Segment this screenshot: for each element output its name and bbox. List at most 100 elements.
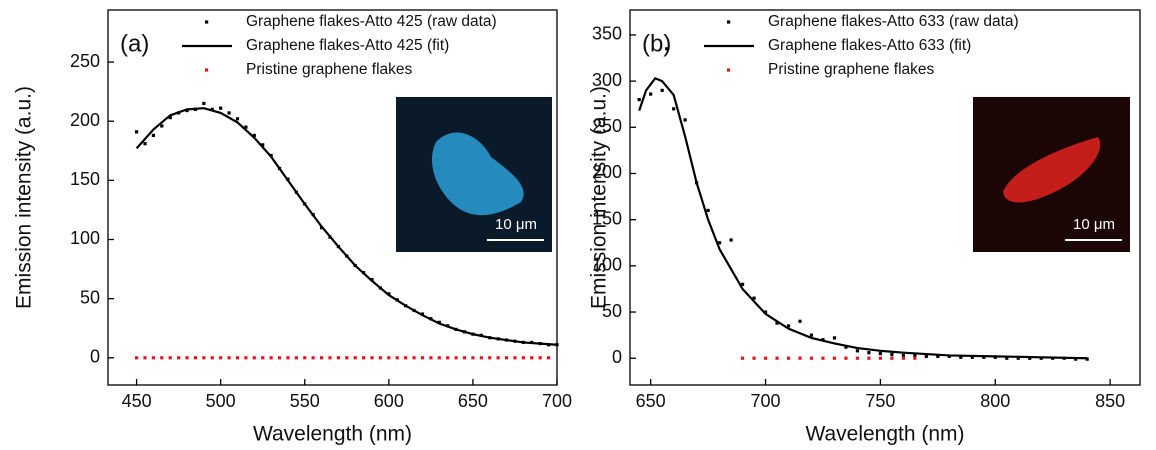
- legend-label: Graphene flakes-Atto 633 (fit): [768, 37, 971, 54]
- data-point: [177, 356, 180, 359]
- data-point: [522, 356, 525, 359]
- data-point: [244, 356, 247, 359]
- panel-label: (b): [642, 30, 671, 57]
- data-point: [160, 124, 163, 127]
- data-point: [227, 111, 230, 114]
- data-point: [261, 356, 264, 359]
- data-point: [539, 356, 542, 359]
- data-point: [902, 354, 905, 357]
- data-point: [169, 356, 172, 359]
- y-tick-label: 0: [90, 347, 100, 367]
- data-point: [143, 356, 146, 359]
- x-axis-label: Wavelength (nm): [253, 423, 412, 446]
- data-point: [752, 357, 755, 360]
- data-point: [505, 356, 508, 359]
- data-point: [135, 130, 138, 133]
- data-point: [345, 356, 348, 359]
- x-tick-label: 750: [865, 391, 895, 411]
- data-point: [429, 356, 432, 359]
- data-point: [798, 357, 801, 360]
- data-point: [202, 356, 205, 359]
- data-point: [833, 357, 836, 360]
- x-axis-label: Wavelength (nm): [805, 423, 964, 446]
- data-point: [404, 356, 407, 359]
- data-point: [270, 356, 273, 359]
- data-point: [320, 356, 323, 359]
- data-point: [890, 357, 893, 360]
- data-point: [463, 356, 466, 359]
- panel-label: (a): [120, 30, 149, 57]
- data-point: [396, 356, 399, 359]
- data-point: [547, 356, 550, 359]
- data-point: [775, 357, 778, 360]
- data-point: [844, 357, 847, 360]
- scale-bar-label: 10 μm: [495, 216, 537, 233]
- data-point: [925, 355, 928, 358]
- legend-label: Pristine graphene flakes: [246, 61, 413, 78]
- data-point: [236, 117, 239, 120]
- y-tick-label: 350: [592, 24, 622, 44]
- y-tick-label: 250: [70, 51, 100, 71]
- data-point: [890, 353, 893, 356]
- data-point: [810, 334, 813, 337]
- data-point: [286, 356, 289, 359]
- data-point: [362, 356, 365, 359]
- data-point: [480, 356, 483, 359]
- data-point: [810, 357, 813, 360]
- x-tick-label: 550: [290, 391, 320, 411]
- data-point: [913, 357, 916, 360]
- data-point: [672, 107, 675, 110]
- data-point: [354, 356, 357, 359]
- data-point: [741, 357, 744, 360]
- data-point: [471, 356, 474, 359]
- data-point: [764, 357, 767, 360]
- data-point: [902, 357, 905, 360]
- data-point: [787, 357, 790, 360]
- data-point: [185, 356, 188, 359]
- data-point: [867, 351, 870, 354]
- data-point: [328, 356, 331, 359]
- x-tick-label: 450: [122, 391, 152, 411]
- legend-label: Graphene flakes-Atto 425 (raw data): [246, 13, 497, 30]
- data-point: [879, 357, 882, 360]
- data-point: [821, 357, 824, 360]
- data-point: [856, 349, 859, 352]
- legend-swatch: [205, 20, 208, 23]
- legend-swatch: [205, 68, 208, 71]
- data-point: [638, 98, 641, 101]
- data-point: [530, 356, 533, 359]
- data-point: [488, 356, 491, 359]
- data-point: [729, 238, 732, 241]
- data-point: [160, 356, 163, 359]
- page: 450500550600650700050100150200250Wavelen…: [0, 0, 1156, 450]
- data-point: [278, 356, 281, 359]
- figure: 450500550600650700050100150200250Wavelen…: [0, 0, 1156, 450]
- data-point: [856, 357, 859, 360]
- y-axis-label: Emission intensity (a.u.): [13, 86, 36, 309]
- data-point: [879, 352, 882, 355]
- y-tick-label: 200: [70, 110, 100, 130]
- data-point: [295, 356, 298, 359]
- data-point: [665, 47, 668, 50]
- data-point: [421, 356, 424, 359]
- x-tick-label: 700: [751, 391, 781, 411]
- data-point: [412, 356, 415, 359]
- legend-label: Pristine graphene flakes: [768, 61, 935, 78]
- y-tick-label: 50: [80, 287, 100, 307]
- legend-swatch: [727, 68, 730, 71]
- data-point: [833, 336, 836, 339]
- data-point: [202, 102, 205, 105]
- y-tick-label: 0: [612, 347, 622, 367]
- data-point: [867, 357, 870, 360]
- data-point: [152, 356, 155, 359]
- data-point: [236, 356, 239, 359]
- data-point: [379, 356, 382, 359]
- legend-label: Graphene flakes-Atto 425 (fit): [246, 37, 449, 54]
- data-point: [649, 92, 652, 95]
- legend-swatch: [727, 20, 730, 23]
- x-tick-label: 600: [374, 391, 404, 411]
- data-point: [370, 356, 373, 359]
- x-tick-label: 650: [636, 391, 666, 411]
